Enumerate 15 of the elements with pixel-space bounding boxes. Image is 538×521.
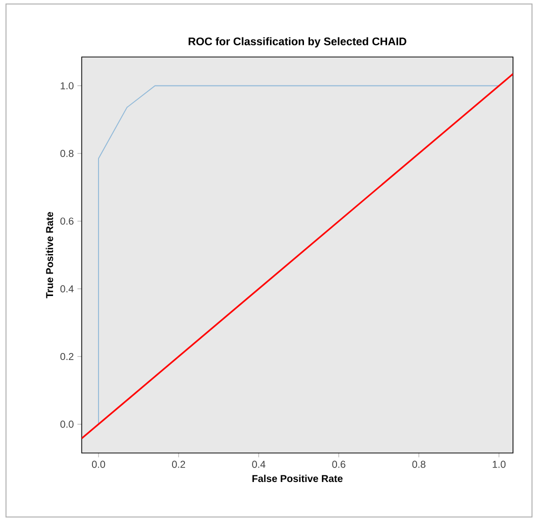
- chart-title: ROC for Classification by Selected CHAID: [188, 37, 406, 48]
- x-tick-label: 0.6: [332, 460, 346, 468]
- y-tick-label: 0.6: [60, 218, 74, 225]
- y-axis-title: True Positive Rate: [46, 212, 54, 298]
- x-tick-label: 0.8: [412, 460, 426, 468]
- x-tick-label: 1.0: [492, 460, 506, 468]
- x-axis-title: False Positive Rate: [252, 474, 343, 482]
- y-tick-label: 1.0: [60, 82, 74, 90]
- y-tick-label: 0.0: [60, 420, 74, 428]
- x-tick-label: 0.4: [252, 460, 266, 468]
- y-tick-label: 0.4: [60, 285, 74, 292]
- y-tick-label: 0.2: [60, 352, 74, 360]
- y-tick-label: 0.8: [60, 150, 74, 157]
- x-tick-label: 0.2: [172, 460, 186, 468]
- x-tick-label: 0.0: [92, 460, 106, 468]
